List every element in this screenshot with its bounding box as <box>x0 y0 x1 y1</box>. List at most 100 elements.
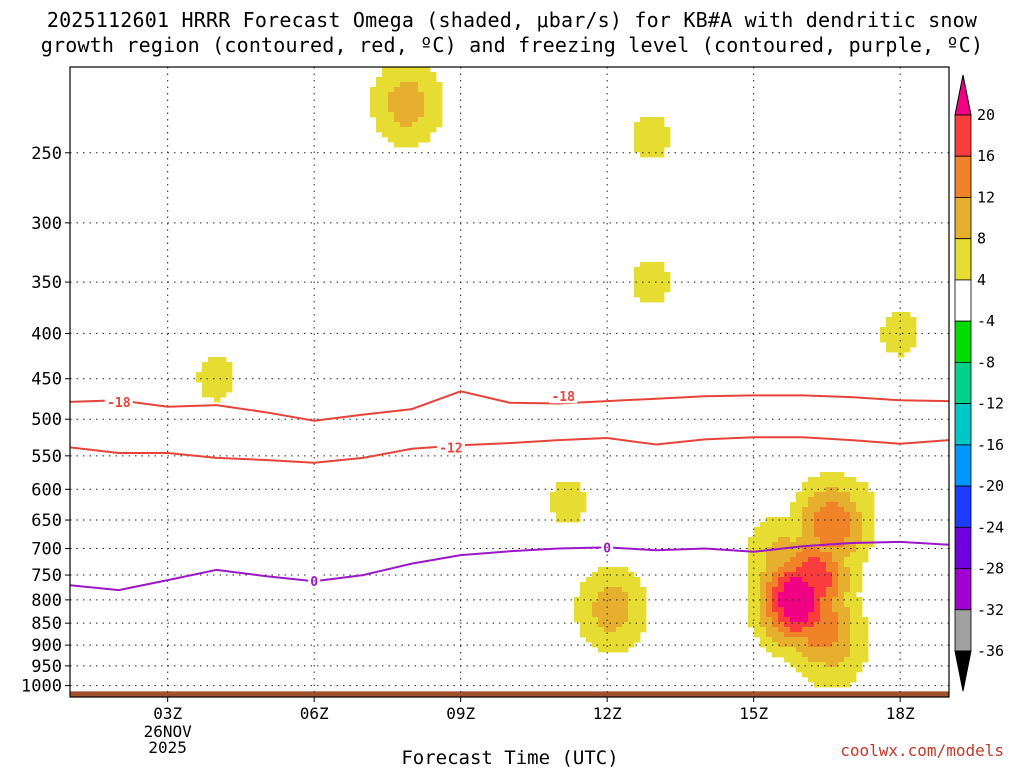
omega-cell <box>778 587 785 593</box>
omega-cell <box>640 152 647 158</box>
omega-cell <box>856 582 863 588</box>
omega-cell <box>400 102 407 108</box>
omega-cell <box>754 552 761 558</box>
omega-cell <box>850 662 857 668</box>
omega-cell <box>826 502 833 508</box>
omega-cell <box>634 147 641 153</box>
omega-cell <box>652 297 659 303</box>
omega-cell <box>880 327 887 333</box>
omega-cell <box>808 587 815 593</box>
omega-cell <box>598 602 605 608</box>
omega-cell <box>652 272 659 278</box>
omega-cell <box>766 607 773 613</box>
omega-cell <box>640 262 647 268</box>
omega-cell <box>814 547 821 553</box>
omega-cell <box>394 142 401 148</box>
omega-cell <box>382 107 389 113</box>
omega-cell <box>790 577 797 583</box>
omega-cell <box>844 667 851 673</box>
omega-cell <box>784 577 791 583</box>
omega-cell <box>814 602 821 608</box>
omega-cell <box>772 542 779 548</box>
omega-cell <box>772 607 779 613</box>
omega-cell <box>868 512 875 518</box>
omega-cell <box>628 572 635 578</box>
omega-cell <box>778 622 785 628</box>
omega-cell <box>898 327 905 333</box>
omega-cell <box>634 632 641 638</box>
omega-cell <box>760 632 767 638</box>
omega-cell <box>826 472 833 478</box>
omega-cell <box>814 577 821 583</box>
omega-cell <box>598 577 605 583</box>
omega-cell <box>418 97 425 103</box>
omega-cell <box>208 362 215 368</box>
omega-cell <box>748 622 755 628</box>
omega-cell <box>406 97 413 103</box>
omega-cell <box>862 482 869 488</box>
omega-cell <box>586 637 593 643</box>
contour-labels: -18 -18 -12 0 0 <box>104 389 614 590</box>
omega-cell <box>586 622 593 628</box>
omega-cell <box>760 617 767 623</box>
omega-cell <box>778 642 785 648</box>
omega-cell <box>664 132 671 138</box>
terrain-strip <box>70 691 949 697</box>
omega-cell <box>814 502 821 508</box>
omega-cell <box>856 562 863 568</box>
omega-cell <box>598 592 605 598</box>
omega-cell <box>856 537 863 543</box>
omega-cell <box>808 567 815 573</box>
y-tick-label: 900 <box>31 636 62 656</box>
omega-cell <box>826 627 833 633</box>
temperature-contours <box>70 390 949 592</box>
omega-cell <box>406 142 413 148</box>
omega-cell <box>784 542 791 548</box>
omega-cell <box>394 122 401 128</box>
omega-cell <box>778 652 785 658</box>
omega-cell <box>424 77 431 83</box>
omega-cell <box>820 567 827 573</box>
omega-cell <box>826 537 833 543</box>
omega-cell <box>766 587 773 593</box>
omega-cell <box>820 582 827 588</box>
omega-cell <box>892 312 899 318</box>
omega-cell <box>634 127 641 133</box>
omega-cell <box>628 632 635 638</box>
omega-cell <box>436 92 443 98</box>
omega-cell <box>382 127 389 133</box>
omega-cell <box>604 602 611 608</box>
omega-cell <box>802 667 809 673</box>
omega-cell <box>562 482 569 488</box>
omega-cell <box>838 652 845 658</box>
omega-cell <box>616 622 623 628</box>
omega-cell <box>850 597 857 603</box>
omega-cell <box>658 267 665 273</box>
omega-cell <box>754 547 761 553</box>
omega-cell <box>808 582 815 588</box>
omega-cell <box>838 622 845 628</box>
omega-cell <box>394 82 401 88</box>
colorbar-label: -32 <box>977 601 1004 619</box>
omega-cell <box>388 137 395 143</box>
omega-cell <box>760 527 767 533</box>
omega-cell <box>622 617 629 623</box>
omega-cell <box>394 87 401 93</box>
omega-cell <box>406 107 413 113</box>
omega-cell <box>634 612 641 618</box>
omega-cell <box>394 112 401 118</box>
omega-cell <box>748 567 755 573</box>
omega-cell <box>646 267 653 273</box>
omega-cell <box>568 512 575 518</box>
y-tick-label: 250 <box>31 144 62 164</box>
omega-cell <box>646 127 653 133</box>
omega-cell <box>430 127 437 133</box>
omega-cell <box>808 607 815 613</box>
omega-cell <box>808 637 815 643</box>
omega-cell <box>814 587 821 593</box>
omega-cell <box>790 632 797 638</box>
omega-cell <box>634 267 641 273</box>
omega-cell <box>568 492 575 498</box>
omega-cell <box>562 492 569 498</box>
y-tick-label: 550 <box>31 447 62 467</box>
